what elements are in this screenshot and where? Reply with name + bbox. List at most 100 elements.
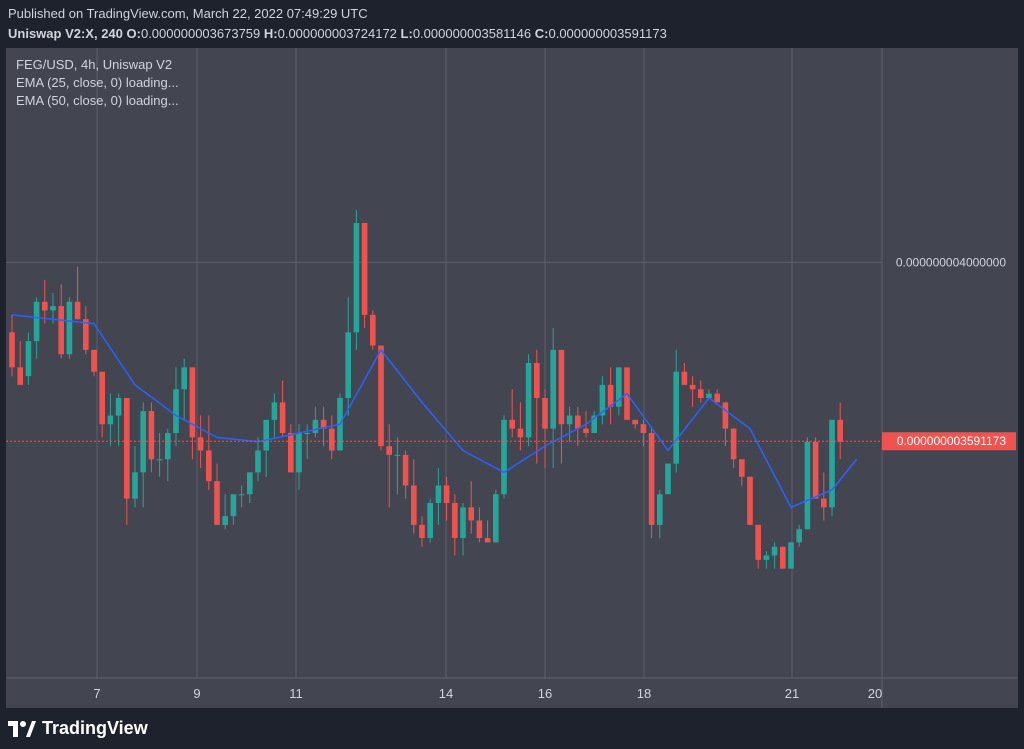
price-tick-label: 0.000000004000000 xyxy=(896,255,1006,269)
candle-body xyxy=(288,433,294,473)
legend-overlay: FEG/USD, 4h, Uniswap V2 EMA (25, close, … xyxy=(16,56,179,110)
tradingview-logo[interactable]: TradingView xyxy=(8,718,148,739)
candle-body xyxy=(771,546,778,556)
open-value: 0.000000003673759 xyxy=(140,26,261,41)
candle-body xyxy=(263,419,269,451)
ema-25-line xyxy=(11,314,858,509)
candle-body xyxy=(542,398,548,429)
candle-body xyxy=(665,463,671,495)
tradingview-icon xyxy=(8,720,36,737)
ohlc-readout: Uniswap V2:X, 240 O:0.000000003673759 H:… xyxy=(8,26,667,41)
candle-body xyxy=(206,450,212,482)
time-tick-label: 9 xyxy=(193,686,200,701)
candle-body xyxy=(33,301,40,342)
candle-body xyxy=(148,411,155,460)
candle-body xyxy=(706,393,712,398)
candle-body xyxy=(550,349,556,429)
candle-body xyxy=(271,402,278,420)
candle-body xyxy=(599,384,606,416)
candle-body xyxy=(739,459,745,477)
candle-body xyxy=(115,398,122,416)
candle-body xyxy=(353,223,360,333)
candle-body xyxy=(378,345,384,447)
candle-body xyxy=(493,494,499,543)
candle-body xyxy=(837,419,843,442)
time-axis: 7 9 11 14 16 18 21 20 xyxy=(93,686,882,701)
candle-body xyxy=(575,415,581,429)
candle-body xyxy=(484,538,491,543)
last-price-label: 0.000000003591173 xyxy=(897,434,1007,448)
candle-body xyxy=(435,485,442,503)
candle-body xyxy=(279,402,286,433)
candle-body xyxy=(747,476,753,525)
candle-body xyxy=(730,428,737,460)
footer-bar xyxy=(0,708,1024,749)
candle-body xyxy=(558,349,565,425)
candle-body xyxy=(443,485,450,503)
candle-body xyxy=(788,542,794,569)
candle-body xyxy=(402,454,409,486)
candle-body xyxy=(583,428,589,433)
time-tick-label: 18 xyxy=(637,686,651,701)
close-label: C: xyxy=(534,26,549,41)
candle-body xyxy=(230,494,237,517)
candle-body xyxy=(673,371,679,464)
candle-body xyxy=(607,384,614,407)
candle-body xyxy=(566,415,573,425)
chart-panel[interactable] xyxy=(6,48,1018,708)
candle-body xyxy=(476,520,483,538)
low-label: L: xyxy=(400,26,413,41)
candle-body xyxy=(296,433,302,473)
candle-body xyxy=(312,419,319,433)
candle-body xyxy=(755,524,761,560)
time-tick-label: 20 xyxy=(868,686,882,701)
candle-body xyxy=(238,494,245,496)
candle-body xyxy=(657,494,663,525)
candle-body xyxy=(132,472,138,499)
candle-body xyxy=(25,341,32,377)
legend-title: FEG/USD, 4h, Uniswap V2 xyxy=(16,57,173,72)
candle-body xyxy=(517,428,524,438)
candle-body xyxy=(411,485,417,525)
candle-body xyxy=(197,437,204,451)
candle-body xyxy=(648,433,655,525)
candle-body xyxy=(394,454,401,456)
candle-body xyxy=(74,301,81,320)
chart-header: Published on TradingView.com, March 22, … xyxy=(0,0,1024,48)
candle-body xyxy=(427,503,433,538)
price-axis: 0.000000004000000 0.000000003591173 xyxy=(882,255,1016,451)
candle-body xyxy=(255,450,261,473)
candle-body xyxy=(812,441,819,499)
time-tick-label: 7 xyxy=(93,686,100,701)
time-tick-label: 14 xyxy=(439,686,453,701)
candle-body xyxy=(714,393,720,403)
candle-body xyxy=(452,503,458,538)
candle-body xyxy=(345,332,351,398)
candle-body xyxy=(370,314,376,346)
candle-body xyxy=(124,398,130,499)
candle-body xyxy=(698,389,704,398)
candle-body xyxy=(632,419,638,425)
candle-body xyxy=(156,459,163,461)
candle-body xyxy=(99,371,105,425)
candle-body xyxy=(722,402,729,429)
high-value: 0.000000003724172 xyxy=(277,26,397,41)
grid-lines xyxy=(6,48,1018,708)
candle-body xyxy=(214,481,220,525)
candle-body xyxy=(42,301,48,311)
candle-body xyxy=(140,411,146,473)
candle-body xyxy=(66,301,73,355)
candle-body xyxy=(189,367,196,438)
brand-name: TradingView xyxy=(42,718,148,738)
candle-body xyxy=(501,419,507,495)
high-label: H: xyxy=(263,26,278,41)
time-tick-label: 11 xyxy=(289,686,303,701)
candle-body xyxy=(689,384,696,390)
candle-body xyxy=(107,415,114,425)
candle-series xyxy=(9,209,843,569)
candle-body xyxy=(591,415,597,433)
published-info: Published on TradingView.com, March 22, … xyxy=(8,6,368,21)
close-value: 0.000000003591173 xyxy=(548,26,667,41)
candle-body xyxy=(419,524,425,538)
